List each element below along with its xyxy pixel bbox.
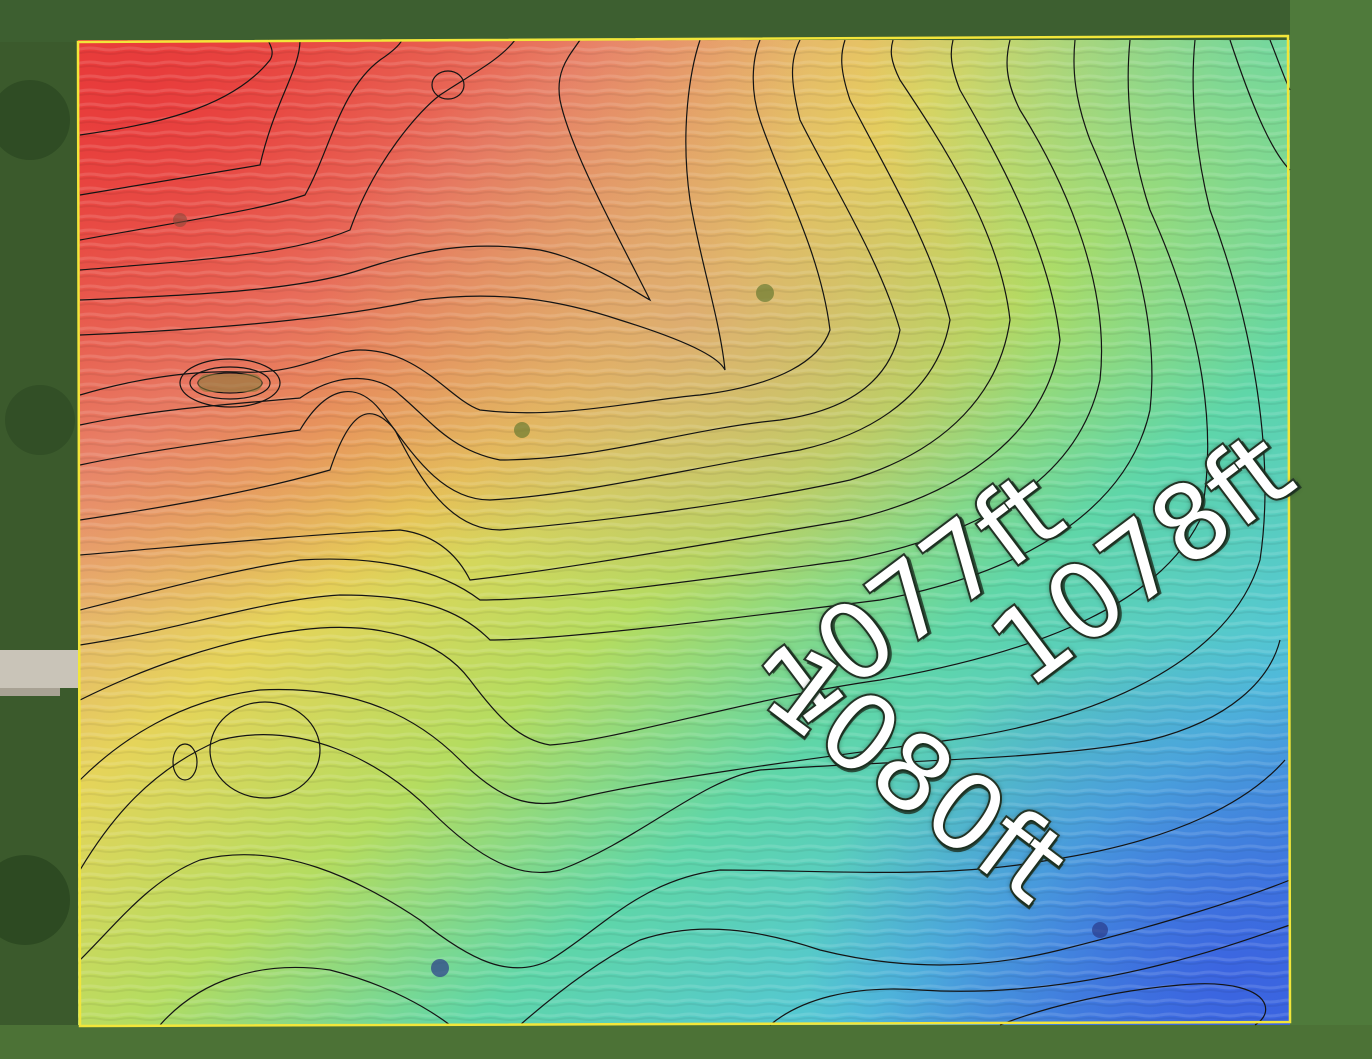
road (0, 650, 80, 688)
mound (1092, 922, 1108, 938)
tree-line-top (0, 0, 1372, 42)
survey-boundary (76, 34, 1292, 1028)
tree-cluster (5, 385, 75, 455)
tree-cluster (0, 855, 70, 945)
mound (431, 959, 449, 977)
elevation-overlay (78, 40, 1290, 1025)
mound (198, 374, 262, 392)
mound (756, 284, 774, 302)
road-shoulder (0, 688, 60, 696)
tree-cluster (0, 80, 70, 160)
contour-lines (79, 39, 1291, 1026)
mound (514, 422, 530, 438)
grass-right (1290, 0, 1372, 1059)
terrain-features (173, 213, 1108, 977)
mound (173, 213, 187, 227)
grass-bottom (0, 1025, 1372, 1059)
